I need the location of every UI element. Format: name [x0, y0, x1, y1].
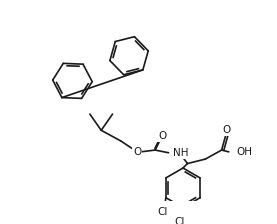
Text: OH: OH [236, 147, 252, 157]
Text: O: O [222, 125, 230, 135]
Text: NH: NH [173, 148, 189, 158]
Text: O: O [158, 131, 166, 141]
Text: Cl: Cl [157, 207, 168, 217]
Text: Cl: Cl [174, 217, 184, 224]
Text: O: O [133, 147, 141, 157]
